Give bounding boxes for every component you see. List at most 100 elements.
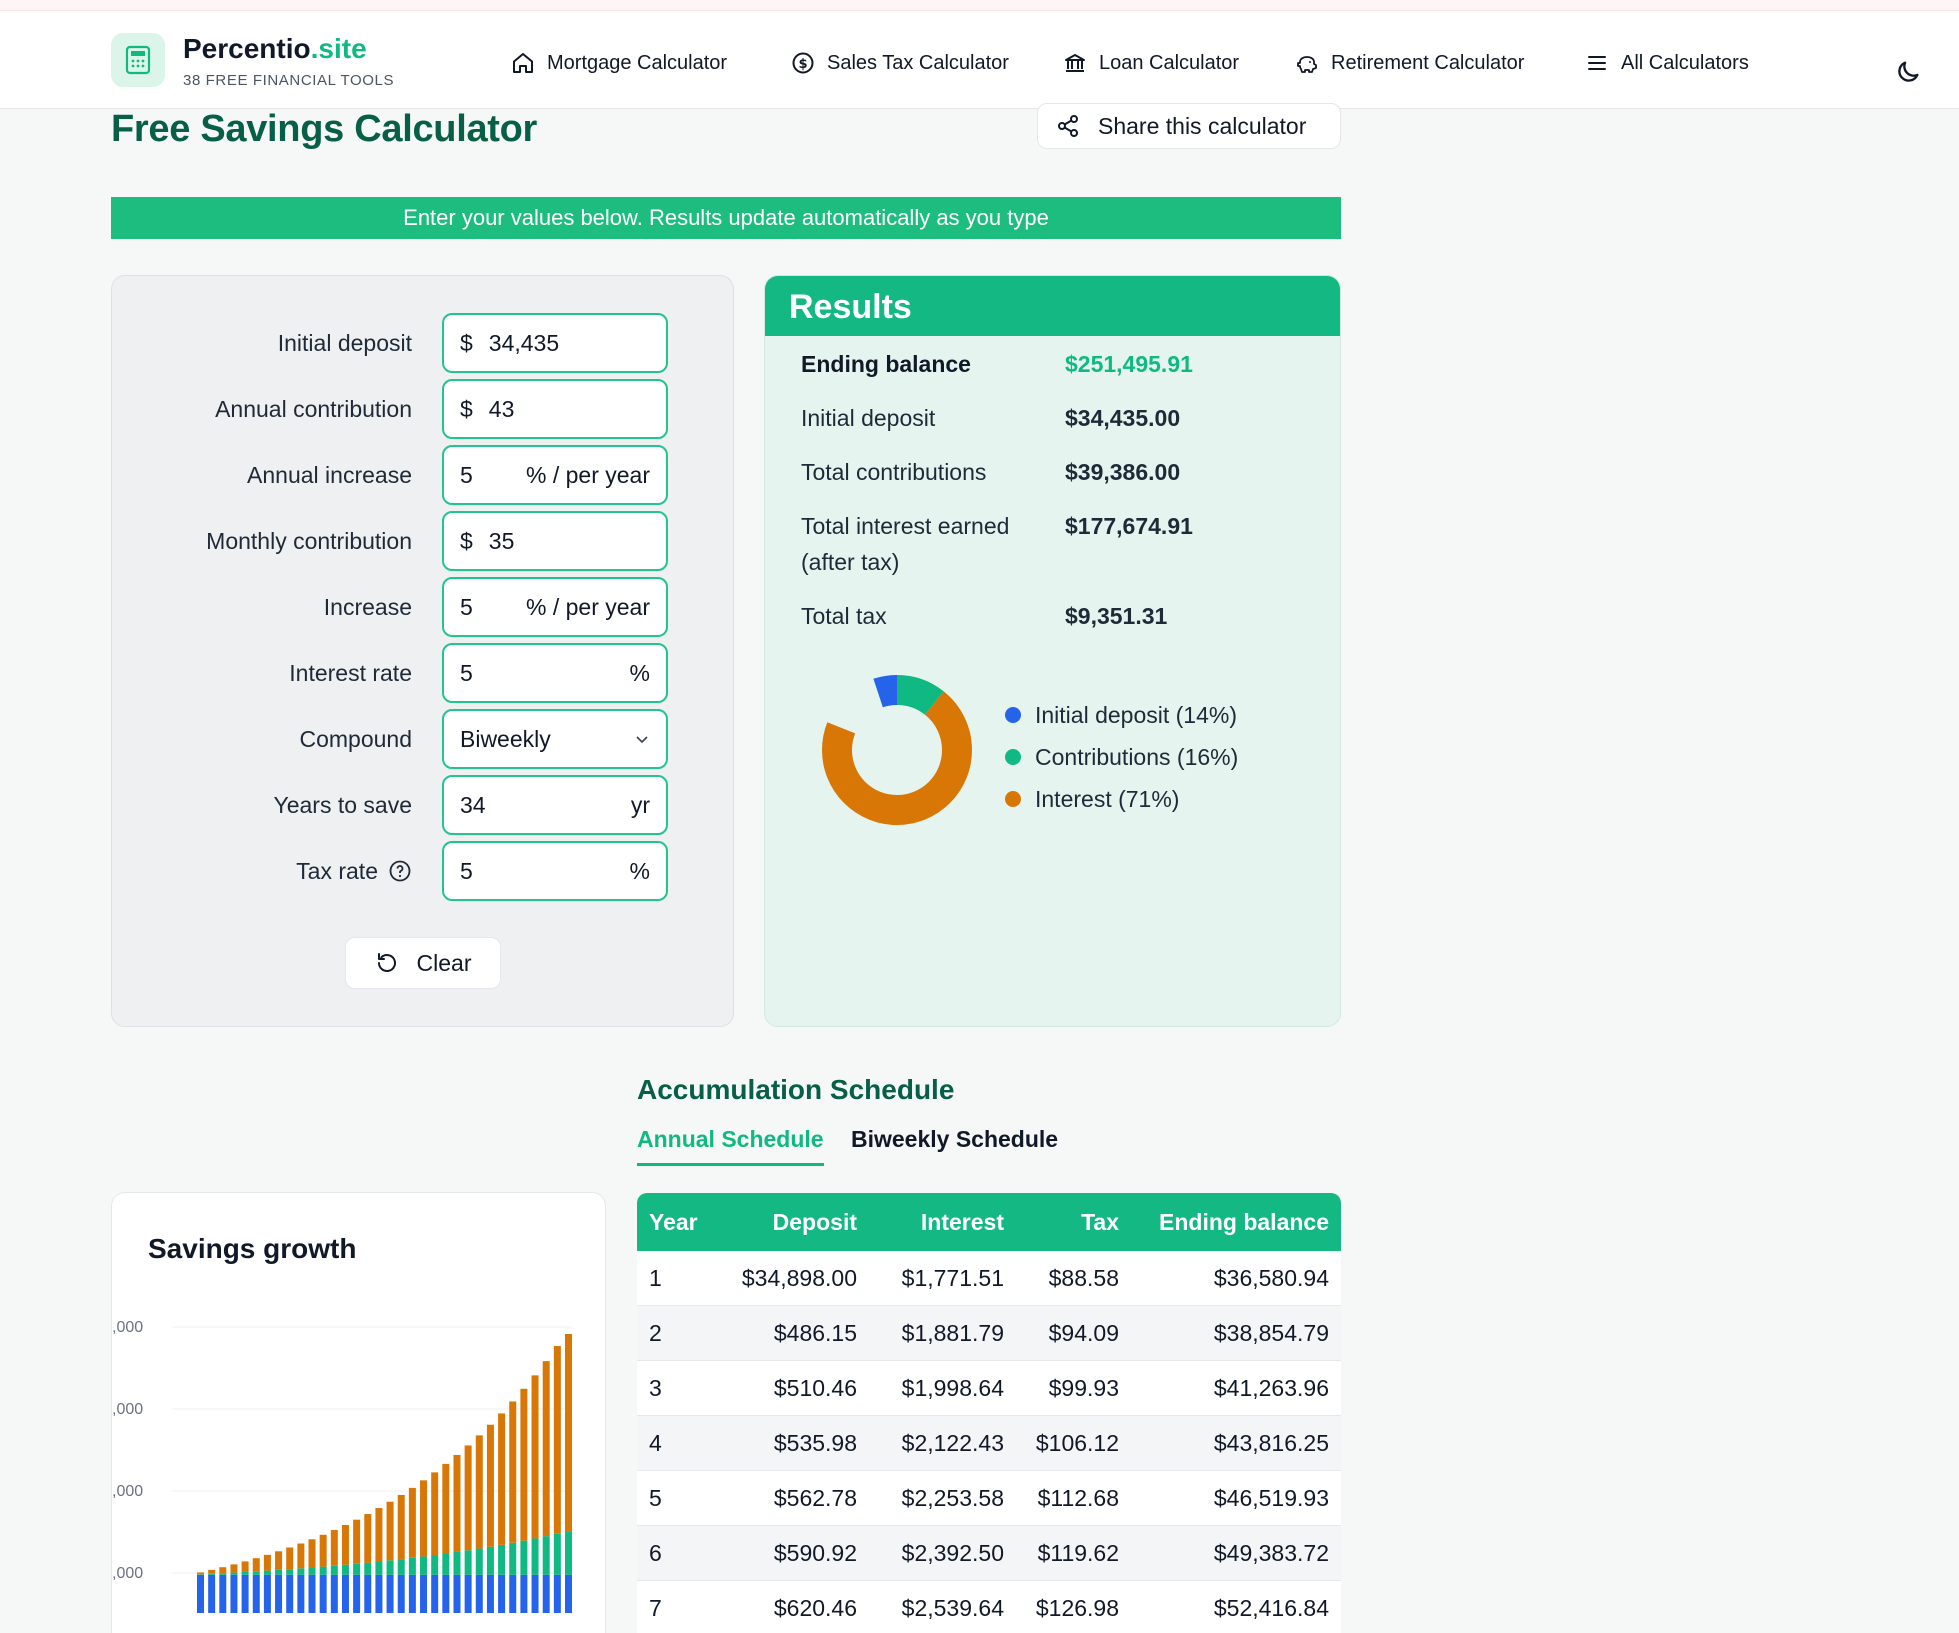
tab-annual-schedule[interactable]: Annual Schedule [637,1126,824,1166]
legend-contributions: Contributions (16%) [1005,736,1238,778]
bar-segment-contributions [420,1556,428,1575]
savings-growth-card: Savings growth ,000 ,000 ,000 ,000 [111,1192,606,1633]
annual-contribution-row: Annual contribution $43 [112,379,735,439]
bar-segment-initial-deposit [565,1574,572,1613]
initial-deposit-result-label: Initial deposit [801,405,936,431]
brand-name[interactable]: Percentio.site [183,33,367,65]
info-banner: Enter your values below. Results update … [111,197,1341,239]
cell-ending-balance: $41,263.96 [1213,1375,1329,1401]
y-tick-label: ,000 [112,1401,143,1418]
bar-segment-contributions [330,1565,338,1575]
compound-row: Compound Biweekly [112,709,735,769]
bar-segment-contributions [241,1571,249,1575]
bar-segment-interest [286,1547,294,1570]
tax-rate-label: Tax rate [296,841,412,901]
bar-segment-interest [208,1569,216,1574]
y-tick-label: ,000 [112,1565,143,1582]
piggy-bank-icon [1297,56,1317,73]
years-to-save-label: Years to save [273,792,412,818]
bar-segment-contributions [442,1553,450,1575]
cell-deposit: $510.46 [773,1375,857,1401]
percent-suffix: % [629,857,650,884]
donut-slice [822,675,972,825]
years-to-save-input[interactable]: 34 yr [442,775,668,835]
annual-contribution-label: Annual contribution [215,396,412,422]
help-icon[interactable] [388,859,412,883]
bar-segment-interest [319,1534,327,1567]
svg-text:$: $ [798,57,807,72]
currency-prefix: $ [460,329,473,356]
bar-segment-initial-deposit [453,1574,461,1613]
bar-segment-initial-deposit [297,1574,305,1613]
tab-biweekly-schedule[interactable]: Biweekly Schedule [851,1126,1059,1152]
compound-select[interactable]: Biweekly [442,709,668,769]
monthly-contribution-input[interactable]: $35 [442,511,668,571]
bar-segment-initial-deposit [197,1574,204,1613]
bar-segment-contributions [219,1573,227,1575]
col-deposit: Deposit [772,1209,857,1235]
calculator-icon[interactable] [111,33,165,87]
table-header: Year Deposit Interest Tax Ending balance [637,1193,1341,1251]
nav-label: Retirement Calculator [1331,51,1525,74]
bar-segment-initial-deposit [252,1574,260,1613]
moon-icon[interactable] [1894,58,1922,86]
initial-deposit-input[interactable]: $34,435 [442,313,668,373]
bar-segment-interest [386,1501,394,1561]
bar-segment-initial-deposit [319,1574,327,1613]
bar-segment-interest [453,1454,461,1552]
col-ending-balance: Ending balance [1159,1209,1329,1235]
top-accent-line [0,0,1959,11]
clear-button[interactable]: Clear [345,937,501,989]
bar-segment-contributions [553,1533,561,1575]
bar-segment-interest [442,1463,450,1554]
donut-slice [822,675,972,825]
legend-label: Contributions (16%) [1035,743,1239,770]
interest-rate-input[interactable]: 5% [442,643,668,703]
increase-input[interactable]: 5 % / per year [442,577,668,637]
years-to-save-value: 34 [460,791,486,818]
total-interest-label: Total interest earned (after tax) [801,513,1010,575]
legend-dot [1005,791,1021,807]
bar-segment-contributions [308,1567,316,1575]
tax-rate-value: 5 [460,857,473,884]
bar-segment-initial-deposit [241,1574,249,1613]
annual-contribution-input[interactable]: $43 [442,379,668,439]
share-button[interactable]: Share this calculator [1037,103,1341,149]
bar-segment-contributions [197,1574,204,1575]
nav-label: All Calculators [1621,51,1749,74]
bar-segment-interest [420,1480,428,1557]
bar-segment-contributions [319,1566,327,1575]
bar-segment-initial-deposit [486,1574,494,1613]
bar-segment-interest [565,1334,572,1532]
share-label: Share this calculator [1098,112,1307,139]
bar-segment-interest [475,1435,483,1549]
cell-interest: $2,539.64 [901,1595,1004,1621]
cell-year: 7 [649,1595,662,1621]
cell-deposit: $590.92 [773,1540,857,1566]
total-contributions-label: Total contributions [801,459,987,485]
cell-interest: $2,253.58 [901,1485,1004,1511]
results-panel: Results Ending balance $251,495.91 Initi… [764,275,1341,1027]
nav-loan-calculator[interactable]: Loan Calculator [1063,48,1239,78]
cell-interest: $1,998.64 [901,1375,1004,1401]
bar-segment-contributions [408,1557,416,1575]
bar-segment-contributions [397,1559,405,1575]
nav-sales-tax-calculator[interactable]: $ Sales Tax Calculator [791,48,1009,78]
bar-segment-initial-deposit [408,1574,416,1613]
nav-retirement-calculator[interactable]: Retirement Calculator [1295,48,1524,78]
tax-rate-input[interactable]: 5% [442,841,668,901]
monthly-contribution-label: Monthly contribution [206,528,412,554]
nav-all-calculators[interactable]: All Calculators [1585,48,1749,78]
nav-mortgage-calculator[interactable]: Mortgage Calculator [511,48,727,78]
bar-segment-initial-deposit [330,1574,338,1613]
annual-increase-label: Annual increase [247,462,412,488]
nav-label: Sales Tax Calculator [827,51,1009,74]
cell-ending-balance: $46,519.93 [1213,1485,1329,1511]
bar-segment-interest [486,1424,494,1547]
bar-segment-interest [464,1445,472,1551]
table-row: 2 $486.15 $1,881.79 $94.09 $38,854.79 [637,1306,1341,1361]
annual-increase-input[interactable]: 5 % / per year [442,445,668,505]
reset-icon [377,953,396,972]
cell-interest: $1,771.51 [901,1265,1004,1291]
bar-segment-contributions [375,1561,383,1575]
